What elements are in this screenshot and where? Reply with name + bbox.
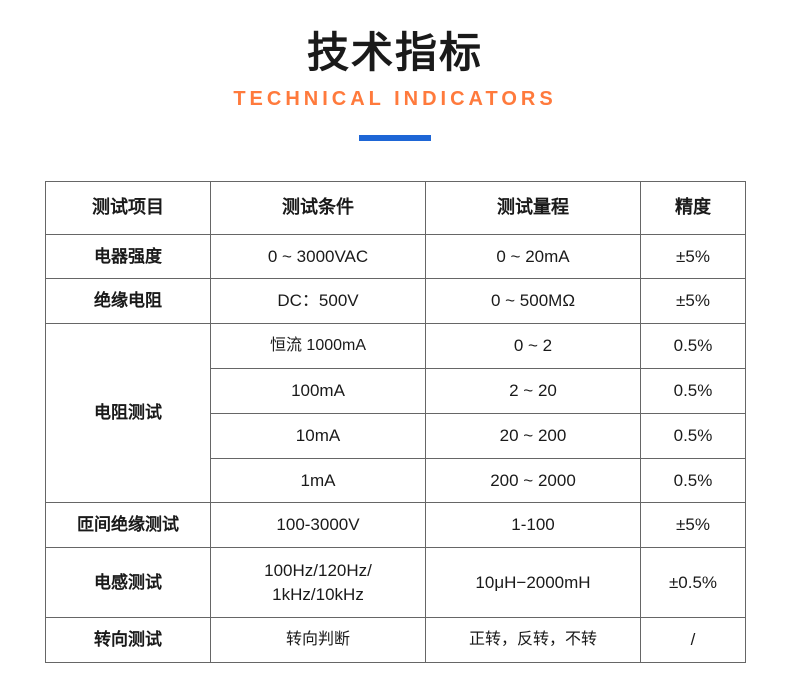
cell-range: 正转，反转，不转 [426,618,641,663]
cell-cond: 100mA [211,368,426,413]
cell-item: 电感测试 [46,548,211,618]
cell-range: 0 ~ 20mA [426,234,641,279]
cell-cond: 1mA [211,458,426,503]
cell-acc: ±5% [641,503,746,548]
table-row: 电器强度 0 ~ 3000VAC 0 ~ 20mA ±5% [46,234,746,279]
cell-acc: ±0.5% [641,548,746,618]
cell-acc: 0.5% [641,413,746,458]
cell-cond: 转向判断 [211,618,426,663]
title-cn: 技术指标 [0,28,790,78]
cell-acc: 0.5% [641,458,746,503]
cell-item: 转向测试 [46,618,211,663]
cell-cond: 0 ~ 3000VAC [211,234,426,279]
divider-bar [359,135,431,141]
cell-cond: 10mA [211,413,426,458]
col-header-acc: 精度 [641,182,746,234]
title-en: TECHNICAL INDICATORS [0,88,790,111]
cell-range: 20 ~ 200 [426,413,641,458]
cell-acc: ±5% [641,279,746,324]
cell-cond: 100Hz/120Hz/ 1kHz/10kHz [211,548,426,618]
table-row: 匝间绝缘测试 100-3000V 1-100 ±5% [46,503,746,548]
cell-item: 匝间绝缘测试 [46,503,211,548]
cell-cond: DC：500V [211,279,426,324]
col-header-item: 测试项目 [46,182,211,234]
cell-item: 电器强度 [46,234,211,279]
spec-table-wrap: 测试项目 测试条件 测试量程 精度 电器强度 0 ~ 3000VAC 0 ~ 2… [45,181,745,663]
spec-table: 测试项目 测试条件 测试量程 精度 电器强度 0 ~ 3000VAC 0 ~ 2… [45,181,746,663]
cell-range: 1-100 [426,503,641,548]
cell-acc: 0.5% [641,368,746,413]
table-row: 电阻测试 恒流 1000mA 0 ~ 2 0.5% [46,324,746,369]
cell-cond: 100-3000V [211,503,426,548]
cell-acc: / [641,618,746,663]
cell-item: 绝缘电阻 [46,279,211,324]
cell-item: 电阻测试 [46,324,211,503]
cell-range: 0 ~ 2 [426,324,641,369]
cell-range: 10μH−2000mH [426,548,641,618]
cell-range: 0 ~ 500MΩ [426,279,641,324]
table-header-row: 测试项目 测试条件 测试量程 精度 [46,182,746,234]
cell-cond: 恒流 1000mA [211,324,426,369]
table-row: 绝缘电阻 DC：500V 0 ~ 500MΩ ±5% [46,279,746,324]
table-row: 转向测试 转向判断 正转，反转，不转 / [46,618,746,663]
cell-range: 2 ~ 20 [426,368,641,413]
col-header-range: 测试量程 [426,182,641,234]
cell-range: 200 ~ 2000 [426,458,641,503]
cell-acc: 0.5% [641,324,746,369]
col-header-cond: 测试条件 [211,182,426,234]
table-row: 电感测试 100Hz/120Hz/ 1kHz/10kHz 10μH−2000mH… [46,548,746,618]
cell-acc: ±5% [641,234,746,279]
